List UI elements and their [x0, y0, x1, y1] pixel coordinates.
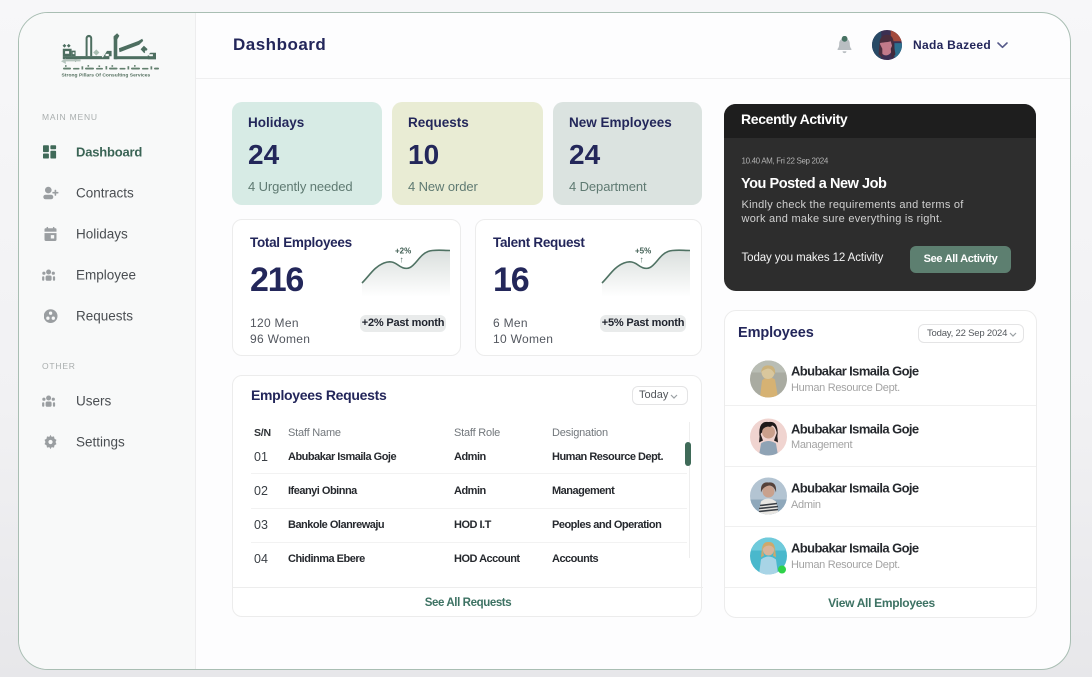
- svg-text:↑: ↑: [400, 255, 404, 265]
- svg-text:Strong Pillars Of Consulting S: Strong Pillars Of Consulting Services: [62, 72, 151, 78]
- svg-text:+5%: +5%: [635, 247, 651, 256]
- svg-text:+2%: +2%: [395, 247, 411, 256]
- svg-text:↑: ↑: [640, 255, 644, 265]
